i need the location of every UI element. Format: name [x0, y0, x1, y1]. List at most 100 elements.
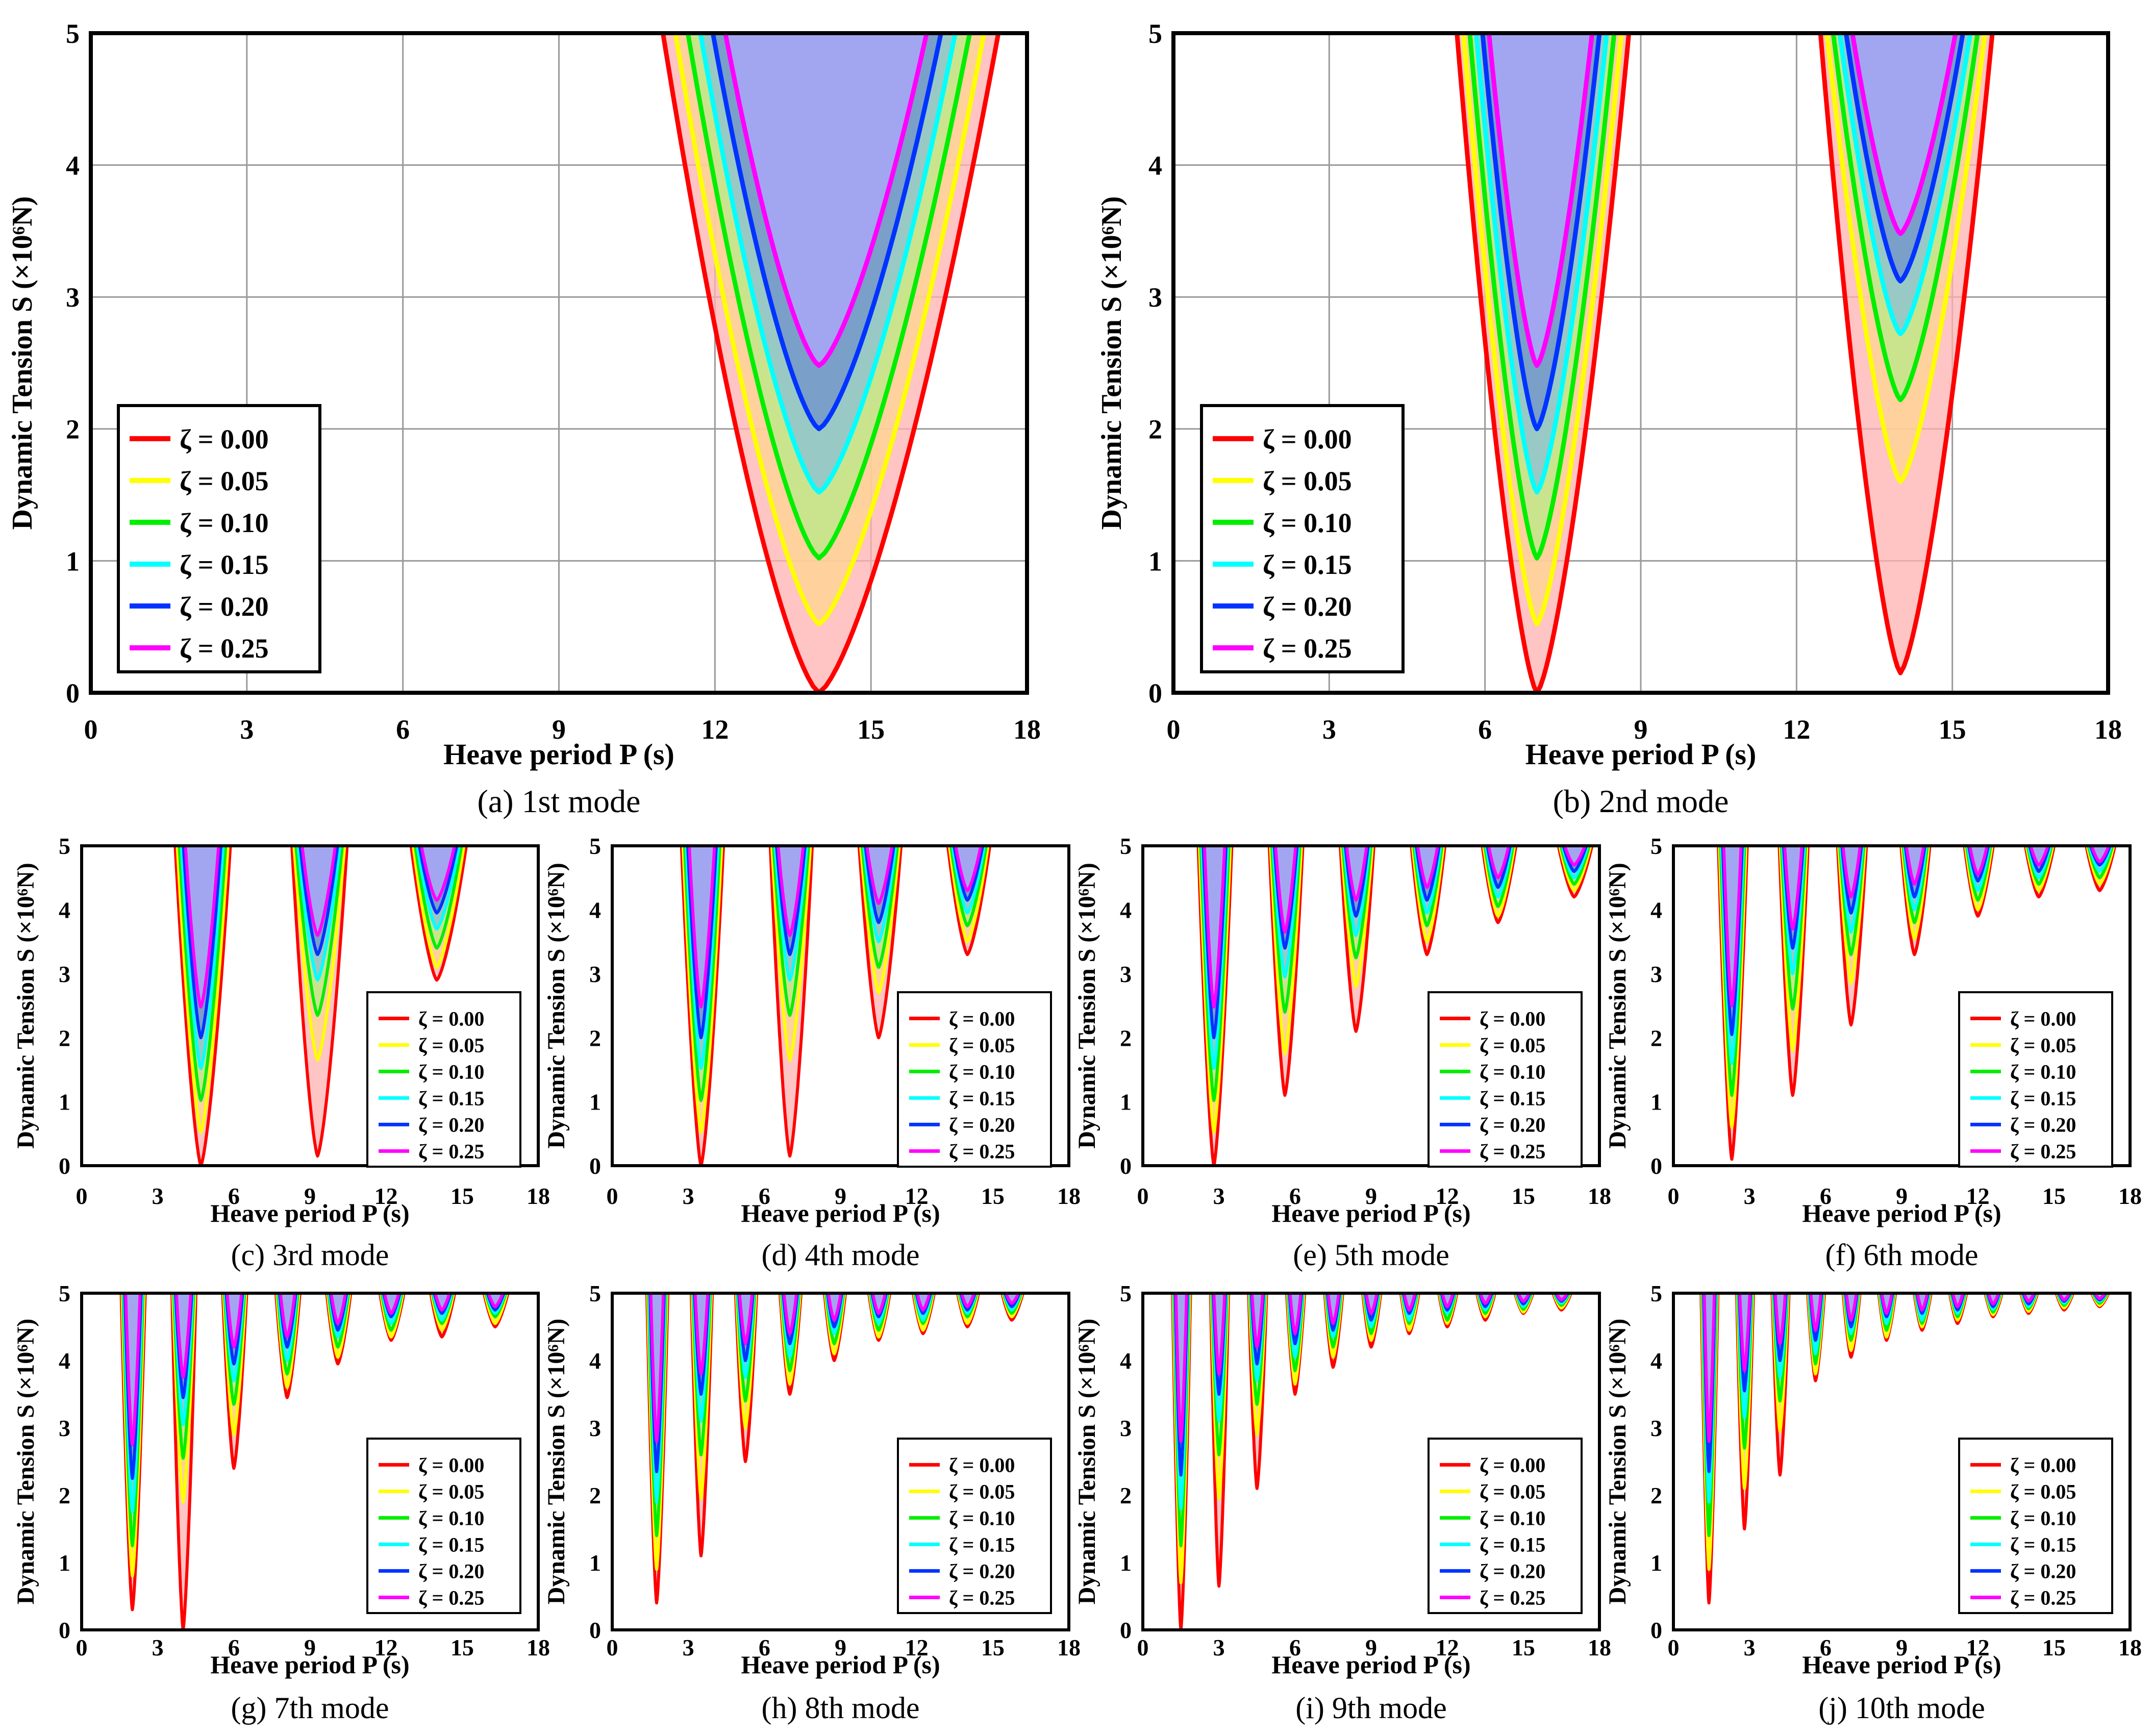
legend-label: ζ = 0.15	[180, 549, 269, 580]
boundary-curve-zeta-4	[1840, 846, 1863, 915]
x-tick-labels: 0 3 6 9 12 15 18	[1137, 1183, 1612, 1209]
boundary-curve-zeta-1	[673, 33, 987, 626]
x-tick-label: 9	[1634, 714, 1648, 745]
boundary-curve-zeta-3	[1473, 33, 1609, 495]
boundary-curve-zeta-5	[1844, 1293, 1858, 1322]
x-tick-label: 3	[1744, 1634, 1756, 1660]
legend-box	[117, 404, 321, 673]
region-1	[1196, 846, 1234, 1166]
boundary-curve-zeta-5	[1440, 1293, 1455, 1309]
boundary-curve-zeta-4	[1343, 846, 1370, 918]
x-tick-label: 15	[450, 1183, 474, 1209]
boundary-curve-zeta-5	[2029, 846, 2049, 867]
legend-label: ζ = 0.05	[949, 1034, 1015, 1056]
legend: ζ = 0.00 ζ = 0.05 ζ = 0.10 ζ = 0.15 ζ = 0.20…	[366, 991, 521, 1168]
x-tick-labels: 0 3 6 9 12 15 18	[76, 1183, 550, 1209]
boundary-curve-zeta-0	[1778, 846, 1810, 1097]
region-4	[1806, 1293, 1826, 1382]
boundary-curve-zeta-5	[688, 846, 716, 1009]
y-tick-label: 3	[59, 961, 70, 987]
x-axis-label: Heave period P (s)	[1802, 1199, 2001, 1227]
x-tick-label: 9	[1365, 1183, 1377, 1209]
x-tick-label: 3	[683, 1183, 694, 1209]
region-4	[1410, 846, 1447, 957]
boundary-curve-zeta-5	[1841, 846, 1862, 899]
boundary-curve-zeta-5	[1916, 1293, 1929, 1312]
x-axis-label: Heave period P (s)	[741, 1199, 940, 1227]
x-tick-label: 18	[1588, 1634, 1611, 1660]
boundary-curve-zeta-3	[1342, 846, 1371, 937]
boundary-curve-zeta-3	[296, 846, 342, 982]
region-1	[173, 846, 232, 1166]
legend-label: ζ = 0.10	[949, 1060, 1015, 1083]
region-2	[689, 1293, 714, 1557]
legend-label: ζ = 0.15	[2010, 1533, 2076, 1556]
boundary-curve-zeta-2	[1483, 846, 1515, 909]
boundary-curve-zeta-5	[2058, 1293, 2071, 1302]
legend-label: ζ = 0.05	[1480, 1034, 1545, 1056]
boundary-curve-zeta-4	[1486, 846, 1512, 889]
region-1	[1717, 846, 1749, 1161]
boundary-curve-zeta-5	[871, 1293, 887, 1315]
legend-label: ζ = 0.15	[2010, 1087, 2076, 1110]
boundary-curve-zeta-5	[954, 846, 983, 892]
region-3	[857, 846, 903, 1040]
region-1	[1171, 1293, 1192, 1630]
boundary-curve-zeta-5	[960, 1293, 976, 1309]
legend-box	[897, 1438, 1052, 1614]
legend-label: ζ = 0.10	[949, 1506, 1015, 1529]
boundary-curve-zeta-5	[1174, 1293, 1188, 1443]
boundary-curve-zeta-0	[409, 846, 468, 982]
x-axis-label: Heave period P (s)	[210, 1199, 409, 1227]
instability-regions	[680, 846, 992, 1166]
x-tick-label: 18	[1013, 714, 1041, 745]
region-1	[1455, 33, 1632, 693]
plot-frame	[1672, 1292, 2132, 1631]
boundary-curve-zeta-0	[660, 33, 1001, 693]
y-axis-label: Dynamic Tension S (×10⁶N)	[1073, 1319, 1100, 1605]
boundary-curve-zeta-5	[1773, 1293, 1787, 1345]
x-tick-label: 12	[1966, 1634, 1990, 1660]
region-5	[1481, 846, 1518, 924]
legend-label: ζ = 0.25	[2010, 1586, 2076, 1609]
region-fill-zeta-5	[1564, 846, 1585, 865]
y-tick-label: 5	[59, 1280, 70, 1306]
region-1	[645, 1293, 669, 1605]
x-tick-label: 6	[1820, 1183, 1832, 1209]
boundary-curve-zeta-3	[684, 846, 720, 1070]
boundary-curve-zeta-2	[949, 846, 988, 927]
y-tick-label: 4	[589, 897, 601, 923]
plot-frame	[611, 1292, 1070, 1631]
boundary-curve-zeta-5	[279, 1293, 296, 1339]
x-tick-labels: 0 3 6 9 12 15 18	[607, 1634, 1081, 1660]
boundary-curve-zeta-5	[1968, 846, 1989, 876]
region-8	[1437, 1293, 1459, 1328]
region-fill-zeta-5	[1275, 846, 1296, 933]
y-tick-labels: 0 1 2 3 4 5	[59, 1280, 70, 1643]
x-axis-label: Heave period P (s)	[1802, 1650, 2001, 1679]
boundary-curve-zeta-0	[170, 1293, 197, 1630]
boundary-curve-zeta-5	[1951, 1293, 1965, 1309]
x-tick-label: 15	[1512, 1634, 1535, 1660]
y-tick-label: 4	[1120, 1348, 1132, 1374]
y-axis-label: Dynamic Tension S (×10⁶N)	[12, 1319, 39, 1605]
y-tick-label: 0	[589, 1153, 601, 1179]
y-tick-label: 0	[59, 1153, 70, 1179]
x-tick-label: 3	[683, 1634, 694, 1660]
legend-label: ζ = 0.20	[949, 1559, 1015, 1582]
boundary-curve-zeta-2	[1412, 846, 1444, 927]
boundary-curve-zeta-5	[1364, 1293, 1379, 1315]
boundary-curve-zeta-3	[1837, 33, 1973, 337]
region-3	[1247, 1293, 1268, 1490]
legend-label: ζ = 0.00	[949, 1007, 1015, 1030]
region-2	[1818, 33, 1995, 675]
legend-label: ζ = 0.25	[949, 1586, 1015, 1609]
legend-label: ζ = 0.00	[949, 1453, 1015, 1476]
y-tick-labels: 0 1 2 3 4 5	[1120, 1280, 1132, 1643]
legend-label: ζ = 0.20	[949, 1113, 1015, 1136]
region-fill-zeta-5	[1404, 1293, 1415, 1310]
boundary-curve-zeta-2	[1270, 846, 1301, 1014]
x-tick-label: 9	[304, 1183, 316, 1209]
region-10	[1513, 1293, 1535, 1315]
